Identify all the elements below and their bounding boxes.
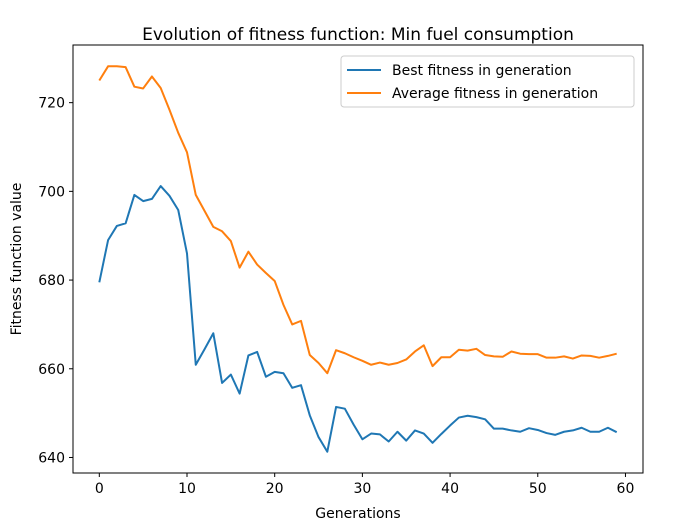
y-tick-label: 640 bbox=[38, 450, 65, 466]
y-tick-label: 700 bbox=[38, 184, 65, 200]
x-axis-ticks: 0 10 20 30 40 50 60 bbox=[95, 473, 635, 497]
x-tick-label: 30 bbox=[353, 481, 371, 497]
series-line-best bbox=[98, 185, 618, 453]
legend-label-average: Average fitness in generation bbox=[392, 86, 598, 102]
plot-background bbox=[73, 45, 643, 473]
y-tick-label: 680 bbox=[38, 273, 65, 289]
x-tick-label: 10 bbox=[178, 481, 196, 497]
y-axis-ticks: 640 660 680 700 720 bbox=[38, 96, 73, 466]
legend-box bbox=[340, 55, 635, 108]
y-tick-label: 660 bbox=[38, 362, 65, 378]
y-axis-label: Fitness function value bbox=[9, 183, 25, 336]
legend-label-best: Best fitness in generation bbox=[392, 63, 572, 79]
x-axis-label: Generations bbox=[315, 506, 400, 522]
x-tick-label: 0 bbox=[95, 481, 104, 497]
x-tick-label: 60 bbox=[617, 481, 635, 497]
y-tick-label: 720 bbox=[38, 96, 65, 112]
x-tick-label: 40 bbox=[441, 481, 459, 497]
x-tick-label: 50 bbox=[529, 481, 547, 497]
legend: Best fitness in generation Average fitne… bbox=[340, 55, 635, 108]
series-layer bbox=[98, 65, 618, 453]
chart-title: Evolution of fitness function: Min fuel … bbox=[142, 25, 574, 45]
plot-frame bbox=[72, 44, 644, 474]
series-line-average bbox=[98, 65, 617, 375]
x-tick-label: 20 bbox=[266, 481, 284, 497]
